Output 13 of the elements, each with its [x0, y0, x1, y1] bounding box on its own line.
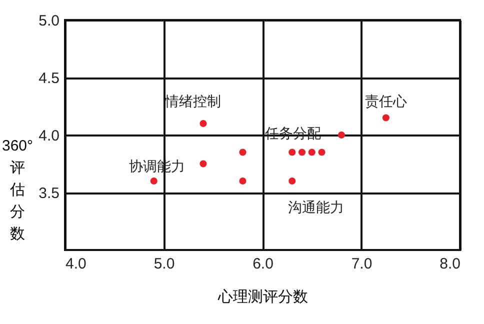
x-tick-label: 8.0: [440, 256, 460, 272]
y-tick-label: 4.0: [38, 128, 60, 144]
x-tick-label: 6.0: [252, 256, 274, 272]
x-axis-title: 心理测评分数: [217, 288, 308, 306]
x-tick-label: 7.0: [351, 256, 372, 272]
x-tick-label: 4.0: [66, 256, 86, 272]
annotation: 沟通能力: [288, 199, 344, 215]
annotation: 责任心: [365, 93, 407, 109]
y-tick-label: 4.5: [38, 70, 60, 87]
y-tick-label: 5.0: [38, 12, 60, 30]
x-tick-label: 5.0: [154, 256, 175, 272]
y-tick-label: 3.5: [38, 185, 60, 202]
y-axis-title: 360°评估分数: [2, 138, 34, 242]
